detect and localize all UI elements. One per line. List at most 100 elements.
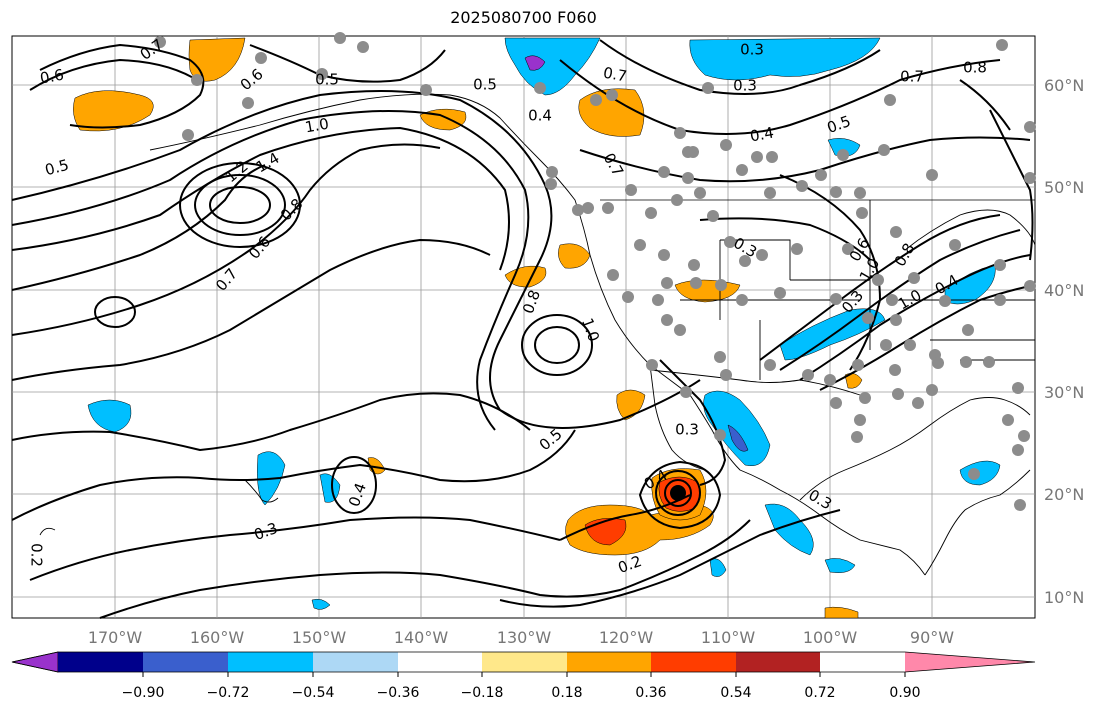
station-dot	[687, 146, 699, 158]
colorbar-segment	[143, 652, 228, 672]
station-dot	[357, 41, 369, 53]
station-dot	[994, 294, 1006, 306]
station-dot	[996, 39, 1008, 51]
station-dot	[661, 314, 673, 326]
station-dot	[694, 187, 706, 199]
lat-tick-label: 20°N	[1044, 485, 1084, 504]
station-dot	[736, 294, 748, 306]
shade-blue	[319, 473, 341, 503]
contour-label: 0.5	[43, 156, 71, 180]
shade-blue	[959, 460, 1001, 486]
station-dot	[607, 269, 619, 281]
colorbar-tick-label: −0.72	[207, 685, 250, 701]
station-dot	[714, 429, 726, 441]
station-dot	[645, 207, 657, 219]
lat-tick-label: 40°N	[1044, 281, 1084, 300]
station-dot	[889, 364, 901, 376]
station-dot	[736, 164, 748, 176]
lon-tick-label: 140°W	[394, 628, 449, 647]
station-dot	[890, 226, 902, 238]
station-dot	[420, 84, 432, 96]
shade-orange	[504, 265, 547, 288]
shade-blue	[311, 598, 331, 610]
station-dot	[802, 369, 814, 381]
colorbar-segment	[651, 652, 736, 672]
shade-blue	[504, 37, 601, 96]
station-dot	[714, 351, 726, 363]
colorbar-tick-label: −0.90	[122, 685, 165, 701]
lat-tick-label: 30°N	[1044, 383, 1084, 402]
station-dot	[886, 294, 898, 306]
colorbar-extend-max	[905, 652, 1035, 672]
station-dot	[926, 384, 938, 396]
station-dot	[680, 386, 692, 398]
station-dot	[602, 202, 614, 214]
station-dot	[764, 187, 776, 199]
contour-label: 1.0	[304, 115, 331, 137]
contour-label: 0.7	[900, 68, 924, 86]
lon-tick-label: 130°W	[497, 628, 552, 647]
station-dot	[652, 294, 664, 306]
station-dot	[255, 52, 267, 64]
station-dot	[707, 210, 719, 222]
contour-label: 0.8	[963, 59, 987, 77]
shade-orange	[73, 90, 154, 132]
station-dot	[690, 277, 702, 289]
lon-tick-label: 90°W	[910, 628, 954, 647]
station-dot	[892, 388, 904, 400]
station-dot	[658, 166, 670, 178]
shade-blue	[764, 503, 814, 556]
shade-orange	[558, 243, 591, 269]
station-dot	[582, 202, 594, 214]
contour-label: 0.5	[315, 71, 339, 89]
station-dot	[590, 94, 602, 106]
colorbar-segment	[398, 652, 482, 672]
colorbar-tick-label: 0.54	[720, 685, 751, 701]
station-dot	[720, 139, 732, 151]
station-dot	[830, 293, 842, 305]
station-dot	[756, 249, 768, 261]
shade-blue	[703, 390, 771, 467]
colorbar-segment	[482, 652, 567, 672]
station-dot	[856, 207, 868, 219]
station-dot	[994, 259, 1006, 271]
station-dot	[154, 36, 166, 48]
station-dot	[962, 324, 974, 336]
shade-blue	[87, 399, 132, 433]
station-dot	[646, 359, 658, 371]
shade-blue	[944, 264, 996, 305]
contour-label: 0.4	[528, 107, 552, 125]
station-dot	[1024, 172, 1036, 184]
lon-tick-label: 100°W	[803, 628, 858, 647]
station-dot	[724, 236, 736, 248]
station-dot	[671, 194, 683, 206]
station-dot	[815, 169, 827, 181]
station-dot	[791, 243, 803, 255]
colorbar-tick-label: −0.54	[292, 685, 335, 701]
contour-label: 0.3	[740, 41, 764, 59]
lon-tick-label: 120°W	[599, 628, 654, 647]
station-dot	[625, 184, 637, 196]
station-dot	[242, 97, 254, 109]
station-dot	[904, 339, 916, 351]
contour-lines	[11, 39, 1036, 619]
station-dot	[682, 172, 694, 184]
shade-purple	[524, 55, 546, 71]
shade-blue	[824, 558, 856, 573]
contour-label: 0.4	[749, 124, 776, 146]
station-dot	[1002, 414, 1014, 426]
station-dot	[1012, 444, 1024, 456]
station-dot	[766, 151, 778, 163]
lat-tick-label: 50°N	[1044, 178, 1084, 197]
station-dot	[316, 68, 328, 80]
station-dot	[334, 32, 346, 44]
colorbar-segment	[313, 652, 398, 672]
station-dot	[880, 339, 892, 351]
station-dot	[1024, 280, 1036, 292]
station-dot	[872, 274, 884, 286]
station-dot	[852, 359, 864, 371]
station-dot	[884, 94, 896, 106]
map-plot-area: 0.60.70.6 0.5 0.5 0.70.40.30.70.80.4 0.50.70…	[11, 32, 1036, 619]
station-dot	[862, 312, 874, 324]
colorbar-extend-min	[11, 651, 59, 673]
